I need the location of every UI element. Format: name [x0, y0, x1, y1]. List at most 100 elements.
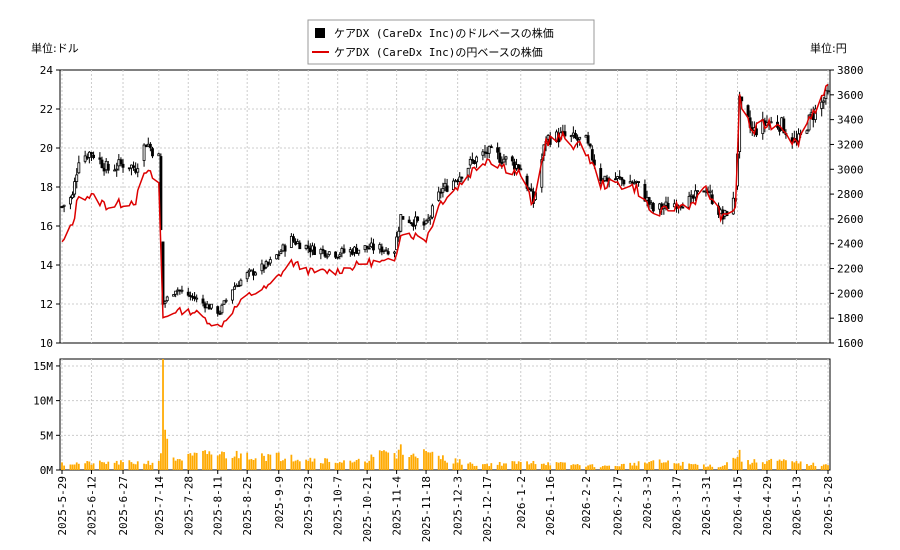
- candle-body: [132, 165, 135, 168]
- left-unit-label: 単位:ドル: [31, 41, 79, 55]
- volume-bar: [717, 467, 720, 470]
- volume-bar: [84, 463, 87, 470]
- volume-bar: [195, 452, 198, 470]
- volume-bar: [726, 462, 728, 470]
- volume-bar: [576, 464, 579, 470]
- x-axis: 2025-5-29 2025-6-12 2025-6-27 2025-7-14 2025…: [56, 470, 835, 542]
- x-tick-label: 2026-4-15: [732, 476, 745, 536]
- volume-bar: [545, 465, 547, 470]
- volume-bar: [606, 465, 608, 470]
- volume-bar: [753, 459, 756, 470]
- candle-body: [401, 216, 405, 220]
- volume-bar: [378, 450, 381, 470]
- volume-bar: [423, 449, 425, 470]
- volume-bar: [644, 462, 646, 470]
- left-tick-label: 24: [40, 64, 54, 77]
- left-tick-label: 10: [40, 337, 53, 350]
- price-plot-area: [59, 69, 831, 344]
- volume-bar: [263, 455, 265, 470]
- volume-bar: [469, 462, 472, 470]
- volume-bar: [738, 449, 741, 470]
- volume-bar: [702, 464, 705, 470]
- volume-bar: [591, 464, 594, 470]
- x-tick-label: 2025-7-14: [153, 476, 166, 536]
- volume-bar: [795, 461, 798, 470]
- volume-bar: [747, 460, 749, 470]
- candle-body: [428, 216, 432, 220]
- volume-bar: [515, 463, 518, 470]
- volume-bar: [324, 458, 326, 470]
- volume-bar: [791, 461, 794, 470]
- volume-bar: [248, 459, 251, 470]
- volume-bar: [225, 458, 228, 470]
- volume-tick-label: 15M: [33, 360, 53, 373]
- volume-bar: [778, 459, 781, 470]
- volume-bar: [679, 465, 682, 470]
- volume-bar: [637, 461, 640, 470]
- x-tick-label: 2025-6-27: [117, 476, 130, 536]
- candle-body: [489, 146, 493, 149]
- volume-bar: [120, 460, 122, 470]
- volume-bars: [61, 359, 829, 470]
- volume-bar: [622, 463, 625, 470]
- volume-bar: [442, 455, 444, 470]
- candle-body: [708, 190, 712, 193]
- candle-body: [599, 168, 603, 181]
- volume-bar: [486, 463, 488, 470]
- candle-body: [222, 300, 226, 305]
- volume-bar: [334, 462, 337, 470]
- volume-bar: [223, 452, 225, 470]
- volume-bar: [149, 464, 152, 470]
- volume-bar: [410, 454, 413, 470]
- volume-bar: [402, 454, 404, 470]
- volume-bar: [559, 462, 562, 470]
- volume-bar: [294, 460, 297, 470]
- candle-body: [822, 100, 826, 103]
- candle-body: [367, 247, 371, 250]
- volume-bar: [604, 465, 606, 470]
- x-tick-label: 2025-7-28: [182, 476, 195, 536]
- candle-body: [148, 143, 152, 148]
- volume-bar: [652, 460, 655, 470]
- candle-body: [496, 147, 500, 153]
- volume-bar: [122, 462, 124, 470]
- volume-bar: [547, 462, 549, 470]
- volume-bar: [561, 462, 564, 470]
- candle-body: [588, 143, 592, 147]
- volume-tick-label: 5M: [40, 429, 54, 442]
- volume-bar: [517, 461, 520, 470]
- volume-bar: [601, 466, 604, 470]
- candle-body: [165, 296, 169, 301]
- volume-bar: [235, 450, 238, 470]
- volume-bar: [231, 457, 234, 470]
- candle-body: [424, 220, 428, 225]
- candle-body: [157, 153, 161, 157]
- volume-tick-label: 10M: [33, 395, 53, 408]
- volume-bar: [808, 465, 810, 470]
- candle-body: [342, 248, 346, 253]
- candle-body: [365, 245, 369, 249]
- volume-bar: [799, 461, 802, 470]
- volume-bar: [414, 456, 417, 470]
- candle-body: [380, 246, 384, 253]
- volume-bar: [677, 463, 680, 470]
- candle-body: [298, 242, 302, 250]
- volume-bar: [578, 465, 581, 470]
- x-tick-label: 2025-12-17: [481, 476, 494, 542]
- volume-bar: [328, 461, 331, 470]
- volume-bar: [113, 462, 116, 470]
- right-tick-label: 2400: [837, 238, 864, 251]
- volume-bar: [557, 462, 560, 470]
- x-tick-label: 2026-2-17: [612, 476, 625, 536]
- candle-body: [113, 169, 117, 172]
- volume-bar: [755, 462, 758, 470]
- volume-bar: [160, 453, 162, 470]
- candle-body: [336, 256, 340, 259]
- volume-bar: [151, 462, 154, 470]
- candle-body: [220, 304, 224, 314]
- candle-body: [119, 159, 123, 165]
- volume-bar: [650, 461, 653, 470]
- volume-bar: [284, 458, 286, 470]
- candle-body: [325, 255, 329, 258]
- volume-bar: [210, 454, 213, 470]
